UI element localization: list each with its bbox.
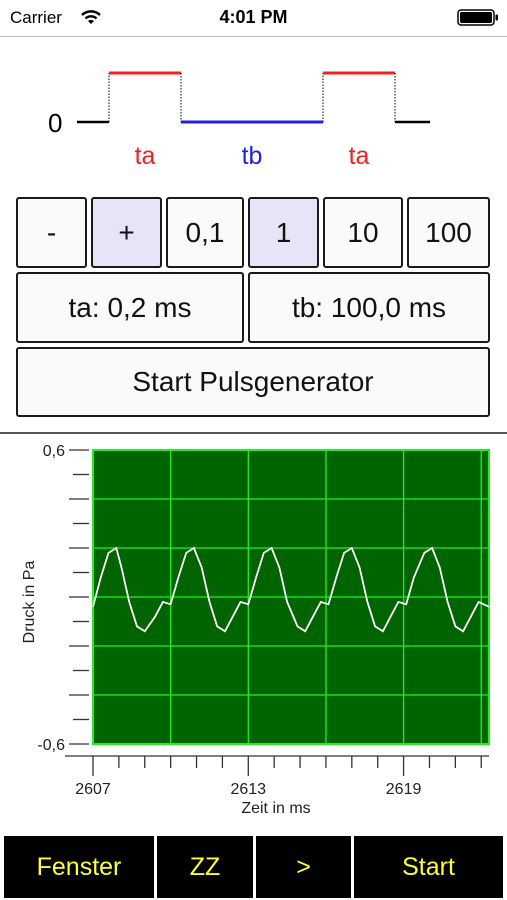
x-tick-label: 2613: [230, 781, 266, 798]
tb-button[interactable]: tb: 100,0 ms: [248, 272, 490, 343]
y-tick-label-top: 0,6: [43, 443, 65, 460]
x-tick-label: 2607: [75, 781, 111, 798]
ta-label-1: ta: [134, 142, 156, 170]
fenster-button[interactable]: Fenster: [4, 836, 154, 898]
section-divider: [0, 432, 507, 434]
tb-label: tb: [241, 142, 263, 170]
grid-layer: [93, 450, 489, 744]
ta-button[interactable]: ta: 0,2 ms: [16, 272, 244, 343]
status-divider: [0, 36, 507, 37]
zz-button[interactable]: ZZ: [157, 836, 253, 898]
y-tick-label-bottom: -0,6: [37, 737, 65, 754]
battery-icon: [457, 9, 498, 26]
signal-line: [92, 546, 490, 633]
wifi-icon: [81, 10, 101, 24]
status-time: 4:01 PM: [219, 7, 288, 27]
step-100-button[interactable]: 100: [407, 197, 490, 268]
pressure-chart: 0,6 -0,6 2607 2613 2619 Zeit in ms Druck i…: [0, 436, 507, 826]
chart-svg: 0,6 -0,6 2607 2613 2619 Zeit in ms Druck i…: [21, 443, 490, 817]
carrier-label: Carrier: [10, 8, 62, 27]
x-tick-label: 2619: [386, 781, 422, 798]
step-0-1-button[interactable]: 0,1: [166, 197, 244, 268]
step-1-button[interactable]: 1: [248, 197, 319, 268]
pulse-waveform: [77, 71, 430, 124]
x-axis-title: Zeit in ms: [241, 800, 310, 817]
step-10-button[interactable]: 10: [323, 197, 403, 268]
bottom-toolbar: Fenster ZZ > Start: [0, 834, 507, 900]
next-button[interactable]: >: [256, 836, 351, 898]
pulse-diagram: 0 ta tb ta: [0, 40, 507, 190]
ta-label-2: ta: [348, 142, 370, 170]
minus-button[interactable]: -: [16, 197, 87, 268]
zero-label: 0: [48, 108, 63, 138]
start-button[interactable]: Start: [354, 836, 503, 898]
tick-layer: [69, 449, 482, 776]
x-tick-labels: 2607 2613 2619: [75, 781, 421, 798]
y-axis-title: Druck in Pa: [21, 561, 38, 644]
plus-button[interactable]: +: [91, 197, 162, 268]
status-bar: Carrier 4:01 PM: [0, 0, 507, 36]
start-pulse-generator-button[interactable]: Start Pulsgenerator: [16, 347, 490, 417]
